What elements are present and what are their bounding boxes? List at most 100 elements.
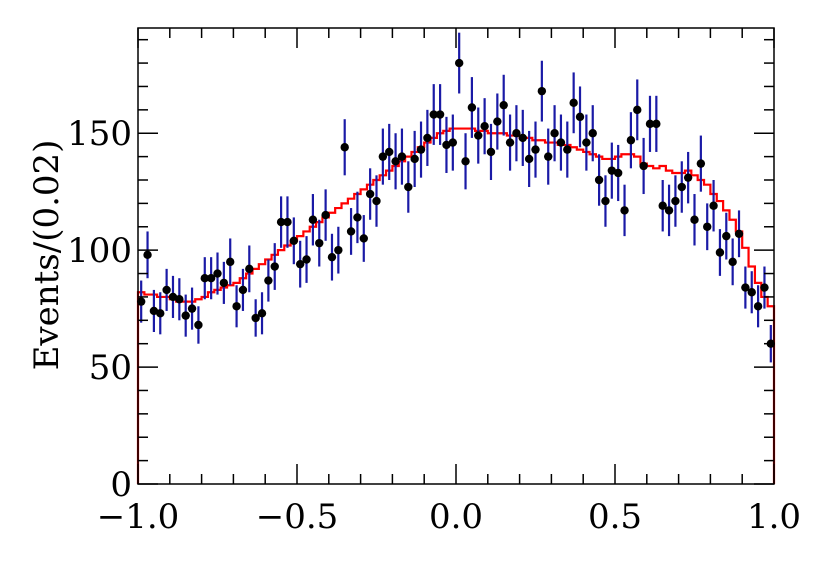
data-point	[251, 313, 260, 323]
data-point	[683, 173, 693, 182]
data-point	[365, 189, 375, 199]
data-point	[709, 201, 718, 210]
data-point	[594, 175, 604, 185]
data-point	[696, 159, 706, 168]
data-point	[385, 147, 394, 157]
data-point	[518, 133, 527, 143]
data-point	[613, 168, 623, 178]
data-point	[359, 234, 368, 243]
y-tick-label: 150	[67, 114, 132, 154]
data-point	[232, 302, 241, 311]
data-point	[194, 320, 203, 330]
x-tick-label: 1.0	[747, 497, 801, 537]
data-point	[569, 98, 578, 108]
data-point	[524, 154, 534, 164]
data-point	[664, 206, 674, 215]
data-point	[410, 154, 419, 164]
data-point	[327, 252, 337, 262]
data-point	[454, 58, 464, 68]
data-point	[143, 250, 152, 260]
data-point	[346, 227, 356, 236]
data-point	[238, 285, 248, 295]
data-point	[289, 236, 299, 245]
data-point	[499, 100, 508, 110]
data-point	[397, 152, 407, 161]
data-point	[645, 119, 655, 129]
data-point	[512, 129, 521, 138]
x-tick-label: 0.5	[588, 497, 642, 537]
data-point	[334, 245, 343, 255]
y-axis-label: Events/(0.02)	[27, 140, 67, 371]
data-point	[340, 143, 349, 152]
data-point	[372, 196, 381, 206]
data-point	[461, 157, 470, 166]
data-point	[715, 248, 725, 257]
data-point	[467, 103, 477, 112]
data-point	[378, 152, 388, 161]
x-tick-labels: −1.0 −0.5 0.0 0.5 1.0	[97, 497, 801, 537]
data-point	[213, 269, 222, 278]
data-point	[563, 145, 572, 154]
y-tick-label: 50	[89, 348, 132, 388]
data-point	[308, 215, 318, 224]
data-point	[270, 262, 279, 271]
data-point	[690, 215, 699, 224]
data-point	[200, 274, 209, 283]
data-point	[315, 238, 324, 248]
data-point	[321, 210, 330, 220]
data-point	[550, 129, 559, 138]
data-point	[531, 145, 540, 154]
y-tick-label: 0	[110, 465, 132, 505]
data-point	[474, 131, 483, 140]
x-tick-label: −0.5	[256, 497, 339, 537]
data-point	[168, 292, 178, 302]
data-point	[162, 285, 171, 295]
data-point	[283, 217, 292, 227]
data-point	[295, 259, 305, 269]
plot-frame	[137, 27, 775, 485]
data-point	[219, 278, 229, 288]
data-point	[149, 306, 159, 316]
data-point	[544, 152, 553, 161]
axis-ticks	[137, 28, 775, 485]
data-point	[404, 182, 413, 192]
data-point	[353, 213, 362, 222]
data-point	[391, 157, 400, 166]
data-point	[753, 302, 763, 311]
data-point	[677, 182, 686, 192]
data-point	[607, 166, 617, 175]
data-point	[633, 105, 642, 115]
data-point	[480, 122, 489, 131]
data-point	[588, 129, 597, 138]
data-points	[136, 32, 776, 363]
data-point	[175, 295, 184, 304]
data-point	[652, 119, 661, 129]
data-point	[187, 304, 197, 313]
data-point	[575, 112, 585, 122]
x-tick-label: 0.0	[429, 497, 483, 537]
data-point	[435, 110, 445, 119]
data-point	[493, 117, 502, 126]
data-point	[302, 255, 311, 264]
data-point	[423, 133, 432, 143]
data-point	[226, 257, 235, 267]
data-point	[760, 283, 769, 292]
data-point	[416, 145, 426, 154]
y-tick-label: 100	[67, 231, 132, 271]
data-point	[181, 311, 190, 320]
data-point	[747, 288, 756, 297]
data-point	[582, 138, 591, 147]
data-point	[639, 161, 648, 171]
data-point	[741, 283, 750, 292]
data-point	[537, 86, 547, 96]
data-point	[626, 136, 636, 145]
data-point	[728, 257, 737, 267]
data-point	[276, 217, 286, 227]
data-point	[257, 309, 267, 318]
data-point	[671, 196, 680, 206]
data-point	[264, 276, 273, 285]
data-point	[486, 147, 496, 157]
data-point	[156, 309, 165, 318]
data-point	[505, 138, 515, 147]
